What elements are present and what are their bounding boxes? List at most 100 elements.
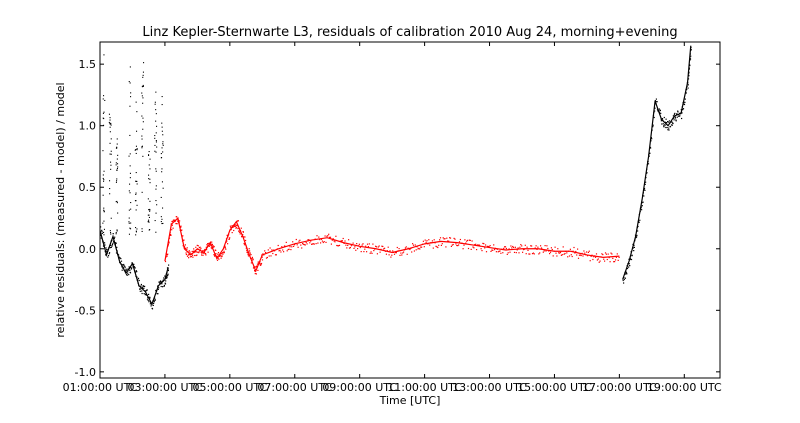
data-point bbox=[293, 245, 295, 247]
data-point bbox=[343, 242, 345, 244]
data-point bbox=[284, 245, 286, 247]
data-point bbox=[116, 250, 118, 252]
data-point bbox=[241, 235, 243, 237]
data-point bbox=[612, 257, 614, 259]
data-point bbox=[625, 271, 627, 273]
data-point bbox=[628, 266, 630, 268]
data-point bbox=[188, 250, 190, 252]
data-point bbox=[329, 236, 332, 238]
data-point bbox=[494, 247, 497, 249]
data-point bbox=[277, 244, 279, 247]
outlier-point bbox=[130, 208, 132, 210]
outlier-point bbox=[109, 142, 111, 144]
outlier-point bbox=[128, 190, 130, 192]
data-point bbox=[450, 245, 452, 247]
data-point bbox=[213, 254, 215, 256]
data-point bbox=[110, 240, 112, 242]
outlier-point bbox=[135, 230, 137, 232]
data-point bbox=[221, 252, 224, 254]
data-point bbox=[625, 273, 627, 275]
data-point bbox=[252, 259, 254, 261]
data-point bbox=[544, 245, 546, 247]
outlier-point bbox=[154, 135, 156, 137]
data-point bbox=[292, 241, 294, 243]
data-point bbox=[127, 270, 129, 272]
data-point bbox=[172, 227, 174, 229]
data-point bbox=[167, 269, 169, 272]
data-point bbox=[658, 110, 660, 112]
data-point bbox=[224, 245, 226, 247]
data-point bbox=[237, 220, 239, 222]
outlier-point bbox=[103, 170, 105, 172]
data-point bbox=[562, 246, 564, 248]
data-point bbox=[599, 260, 601, 262]
data-point bbox=[253, 266, 255, 268]
data-point bbox=[646, 168, 648, 170]
data-point bbox=[339, 240, 341, 242]
data-point bbox=[185, 248, 187, 250]
data-point bbox=[513, 251, 516, 253]
outlier-point bbox=[136, 228, 138, 230]
outlier-point bbox=[129, 66, 131, 68]
series-line bbox=[262, 237, 620, 258]
data-point bbox=[216, 255, 218, 257]
data-point bbox=[431, 240, 433, 242]
data-point bbox=[582, 255, 584, 257]
data-point bbox=[589, 260, 591, 262]
data-point bbox=[256, 263, 259, 265]
data-point bbox=[466, 240, 468, 242]
data-point bbox=[598, 261, 600, 263]
data-point bbox=[159, 281, 161, 283]
data-point bbox=[159, 280, 162, 282]
data-point bbox=[668, 120, 670, 122]
data-point bbox=[275, 254, 277, 256]
outlier-point bbox=[136, 183, 138, 185]
data-point bbox=[226, 240, 228, 242]
data-point bbox=[347, 244, 349, 246]
outlier-point bbox=[135, 152, 137, 154]
plot-area bbox=[100, 45, 692, 310]
data-point bbox=[214, 254, 216, 256]
data-point bbox=[207, 243, 209, 245]
data-point bbox=[229, 225, 231, 227]
outlier-point bbox=[103, 111, 105, 113]
data-point bbox=[329, 236, 331, 238]
data-point bbox=[165, 253, 167, 255]
outlier-point bbox=[109, 117, 111, 119]
data-point bbox=[168, 264, 170, 266]
data-point bbox=[144, 285, 146, 287]
data-point bbox=[644, 183, 646, 185]
y-tick-label: -1.0 bbox=[75, 366, 96, 379]
data-point bbox=[614, 261, 616, 263]
data-point bbox=[681, 106, 683, 108]
data-point bbox=[239, 229, 241, 231]
data-point bbox=[181, 240, 184, 242]
data-point bbox=[259, 261, 261, 263]
data-point bbox=[381, 245, 383, 247]
data-point bbox=[580, 254, 582, 257]
data-point bbox=[658, 108, 660, 110]
data-point bbox=[146, 289, 148, 291]
outlier-point bbox=[161, 130, 163, 132]
data-point bbox=[556, 255, 558, 257]
data-point bbox=[139, 288, 141, 290]
data-point bbox=[239, 230, 242, 232]
outlier-point bbox=[135, 234, 137, 236]
data-point bbox=[153, 302, 155, 304]
outlier-point bbox=[162, 141, 164, 143]
data-point bbox=[458, 244, 460, 246]
data-point bbox=[315, 243, 317, 245]
data-point bbox=[392, 250, 394, 252]
data-point bbox=[604, 252, 607, 254]
data-point bbox=[534, 247, 536, 249]
data-point bbox=[252, 267, 255, 269]
data-point bbox=[673, 117, 675, 119]
data-point bbox=[140, 283, 142, 286]
data-point bbox=[625, 272, 628, 274]
data-point bbox=[457, 245, 459, 247]
data-point bbox=[688, 71, 690, 73]
data-point bbox=[673, 113, 675, 115]
data-point bbox=[509, 251, 511, 253]
data-point bbox=[141, 290, 143, 292]
data-point bbox=[622, 279, 624, 282]
